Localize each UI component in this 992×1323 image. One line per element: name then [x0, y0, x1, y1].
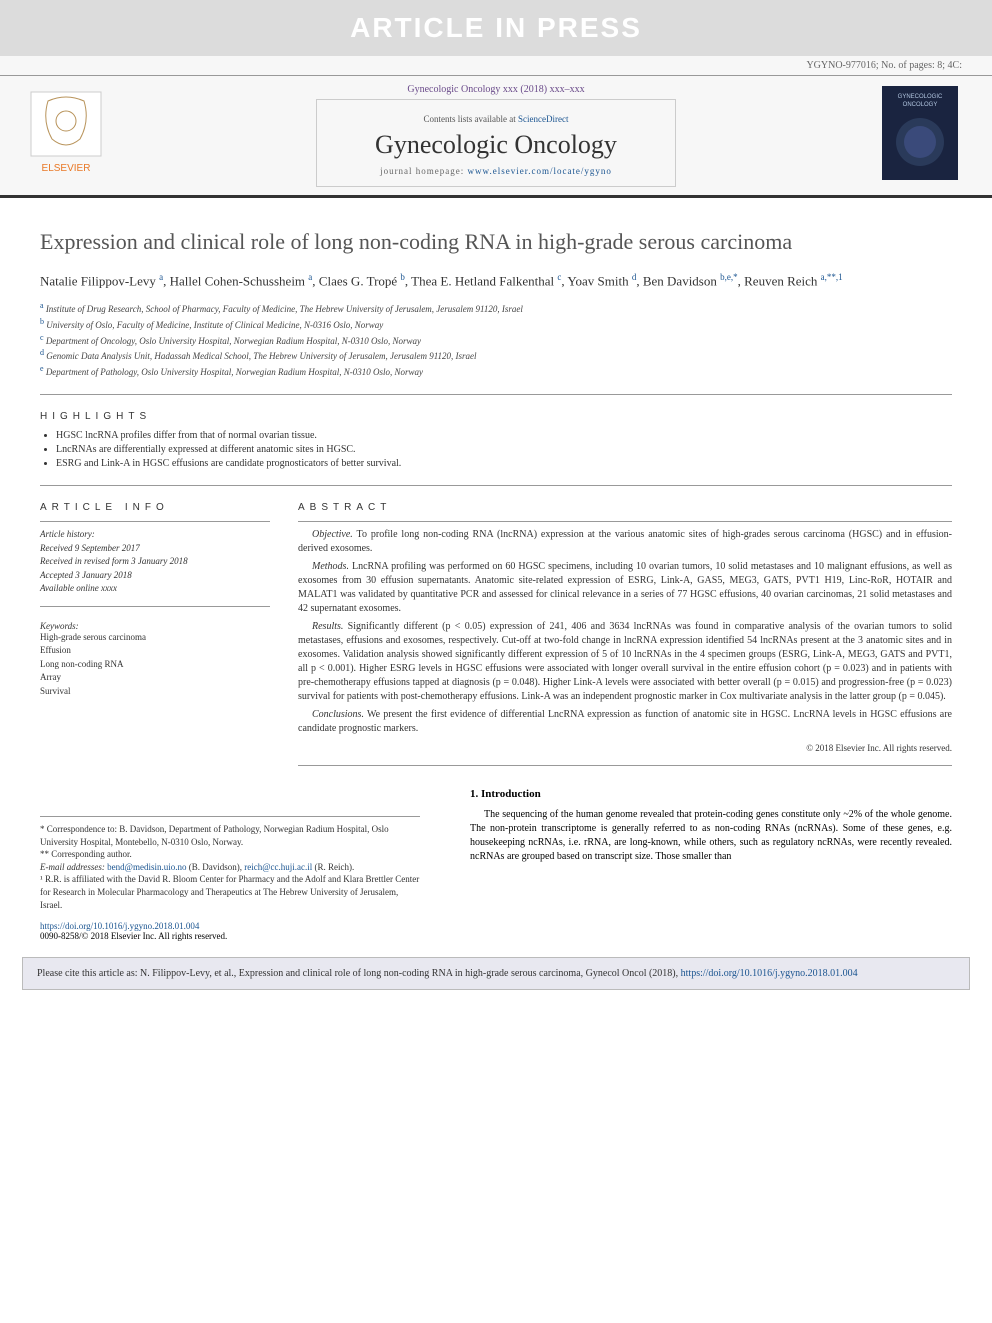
sciencedirect-link[interactable]: ScienceDirect — [518, 114, 568, 124]
citebox-doi-link[interactable]: https://doi.org/10.1016/j.ygyno.2018.01.… — [681, 968, 858, 979]
doi-link[interactable]: https://doi.org/10.1016/j.ygyno.2018.01.… — [40, 921, 199, 931]
article-title: Expression and clinical role of long non… — [40, 228, 952, 257]
elsevier-logo: ELSEVIER — [30, 91, 110, 180]
article-in-press-banner: ARTICLE IN PRESS — [0, 0, 992, 56]
abstract-copyright: © 2018 Elsevier Inc. All rights reserved… — [298, 742, 952, 755]
elsevier-text: ELSEVIER — [42, 163, 91, 174]
contents-line: Contents lists available at ScienceDirec… — [337, 114, 655, 124]
citation-line: Gynecologic Oncology xxx (2018) xxx–xxx — [110, 84, 882, 95]
divider — [40, 521, 270, 522]
article-info-label: ARTICLE INFO — [40, 502, 270, 513]
highlight-item: ESRG and Link-A in HGSC effusions are ca… — [56, 458, 952, 469]
abstract-label: ABSTRACT — [298, 502, 952, 513]
svg-text:ONCOLOGY: ONCOLOGY — [903, 102, 938, 108]
svg-text:GYNECOLOGIC: GYNECOLOGIC — [898, 94, 943, 100]
authors: Natalie Filippov-Levy a, Hallel Cohen-Sc… — [40, 271, 952, 291]
intro-header: 1. Introduction — [470, 788, 952, 800]
cite-box: Please cite this article as: N. Filippov… — [22, 957, 970, 990]
keywords-header: Keywords: — [40, 621, 270, 631]
doc-ref-line: YGYNO-977016; No. of pages: 8; 4C: — [0, 56, 992, 76]
highlights-label: HIGHLIGHTS — [40, 411, 952, 422]
keywords-list: High-grade serous carcinomaEffusionLong … — [40, 631, 270, 699]
highlights-list: HGSC lncRNA profiles differ from that of… — [40, 430, 952, 469]
divider — [40, 485, 952, 486]
abstract-body: Objective. To profile long non-coding RN… — [298, 528, 952, 755]
journal-cover: GYNECOLOGIC ONCOLOGY — [882, 86, 962, 185]
footer-links: https://doi.org/10.1016/j.ygyno.2018.01.… — [0, 921, 992, 949]
journal-header: ELSEVIER Gynecologic Oncology xxx (2018)… — [0, 76, 992, 198]
affiliations: a Institute of Drug Research, School of … — [40, 300, 952, 378]
homepage-line: journal homepage: www.elsevier.com/locat… — [337, 166, 655, 176]
email-link-1[interactable]: bend@medisin.uio.no — [107, 862, 186, 872]
divider — [40, 394, 952, 395]
divider — [40, 606, 270, 607]
highlight-item: HGSC lncRNA profiles differ from that of… — [56, 430, 952, 441]
intro-body: The sequencing of the human genome revea… — [470, 808, 952, 864]
journal-name: Gynecologic Oncology — [337, 130, 655, 160]
divider — [298, 765, 952, 766]
highlight-item: LncRNAs are differentially expressed at … — [56, 444, 952, 455]
homepage-link[interactable]: www.elsevier.com/locate/ygyno — [468, 166, 612, 176]
divider — [298, 521, 952, 522]
footnotes: * Correspondence to: B. Davidson, Depart… — [40, 816, 420, 911]
article-history: Article history: Received 9 September 20… — [40, 528, 270, 596]
email-link-2[interactable]: reich@cc.huji.ac.il — [244, 862, 312, 872]
